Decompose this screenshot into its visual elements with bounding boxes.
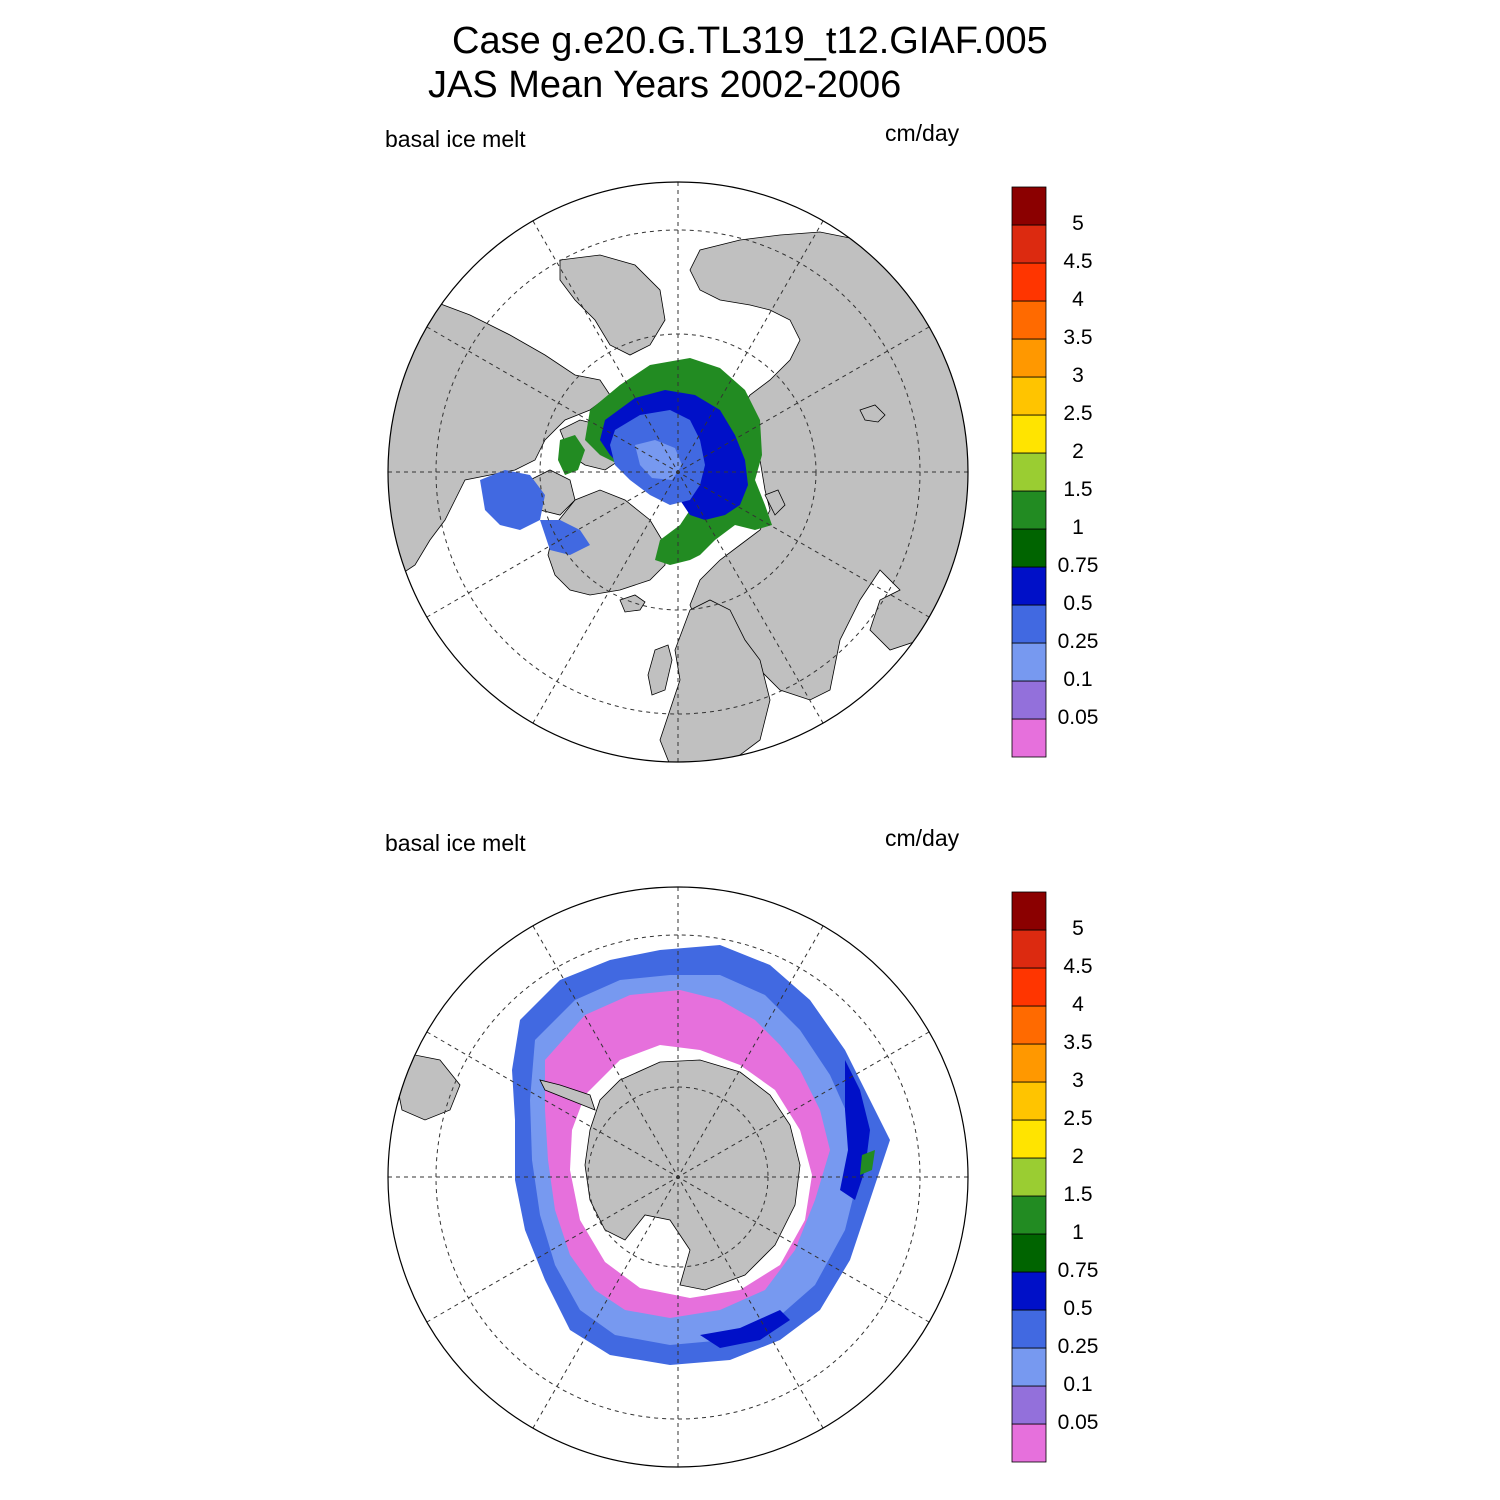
colorbar-south-tick-label: 4 [1072,993,1084,1016]
colorbar-south-swatch-2 [1011,1347,1047,1387]
colorbar-south-tick-label: 3.5 [1063,1031,1093,1054]
colorbar-north-tick-label: 1 [1072,516,1084,539]
colorbar-north-tick-label: 2.5 [1063,402,1093,425]
colorbar-south-tick-label: 2.5 [1063,1107,1093,1130]
colorbar-north-tick-label: 4 [1072,288,1084,311]
colorbar-north-swatch-11 [1011,300,1047,340]
colorbar-south-tick-label: 0.25 [1057,1335,1099,1358]
colorbar-south-tick-label: 0.1 [1063,1373,1093,1396]
colorbar-south-tick-label: 3 [1072,1069,1084,1092]
colorbar-north-swatch-3 [1011,604,1047,644]
colorbar-south-swatch-3 [1011,1309,1047,1349]
colorbar-north-swatch-2 [1011,642,1047,682]
colorbar-north-tick-label: 5 [1072,212,1084,235]
colorbar-north-swatch-0 [1011,718,1047,758]
south-polar-map [387,886,969,1468]
colorbar-north-swatch-4 [1011,566,1047,606]
colorbar-south-swatch-14 [1011,891,1047,931]
colorbar-south-tick-label: 0.5 [1063,1297,1093,1320]
colorbar-south-swatch-6 [1011,1195,1047,1235]
colorbar-south-swatch-11 [1011,1005,1047,1045]
colorbar-south-swatch-10 [1011,1043,1047,1083]
colorbar-south-tick-label: 4.5 [1063,955,1093,978]
colorbar-north-swatch-14 [1011,186,1047,226]
colorbar-north-tick-label: 0.25 [1057,630,1099,653]
colorbar-south-swatch-4 [1011,1271,1047,1311]
colorbar-north-swatch-6 [1011,490,1047,530]
north-land [388,231,968,762]
panel-north-left-label: basal ice melt [385,126,526,152]
colorbar-south-tick-label: 0.75 [1057,1259,1099,1282]
colorbar-south-tick-label: 1.5 [1063,1183,1093,1206]
colorbar-south-swatch-13 [1011,929,1047,969]
colorbar-north-tick-label: 0.5 [1063,592,1093,615]
colorbar-north-tick-label: 0.75 [1057,554,1099,577]
antarctic-peninsula-land [539,1079,596,1111]
panel-south-right-label: cm/day [885,825,960,851]
colorbar-north [1011,186,1047,758]
north-graticule [388,182,968,762]
north-map-border [387,181,969,763]
colorbar-north-swatch-9 [1011,376,1047,416]
colorbar-north-swatch-12 [1011,262,1047,302]
colorbar-north-tick-label: 0.05 [1057,706,1099,729]
colorbar-south-swatch-1 [1011,1385,1047,1425]
panel-north-right-label: cm/day [885,120,960,146]
colorbar-north-tick-label: 0.1 [1063,668,1093,691]
antarctica-land [584,1059,801,1291]
title-line-1: Case g.e20.G.TL319_t12.GIAF.005 [452,20,1048,62]
south-america-land [394,1054,461,1121]
colorbar-north-swatch-8 [1011,414,1047,454]
colorbar-south-swatch-0 [1011,1423,1047,1463]
panel-south-left-label: basal ice melt [385,830,526,856]
colorbar-south-tick-label: 1 [1072,1221,1084,1244]
colorbar-south-swatch-5 [1011,1233,1047,1273]
colorbar-south-swatch-7 [1011,1157,1047,1197]
south-map-border [387,886,969,1468]
colorbar-north-tick-label: 3.5 [1063,326,1093,349]
colorbar-north-tick-label: 3 [1072,364,1084,387]
colorbar-north-swatch-13 [1011,224,1047,264]
colorbar-north-swatch-5 [1011,528,1047,568]
title-line-2: JAS Mean Years 2002-2006 [428,64,902,106]
colorbar-south-swatch-12 [1011,967,1047,1007]
colorbar-south [1011,891,1047,1463]
colorbar-south-swatch-9 [1011,1081,1047,1121]
north-ice-melt-field [480,358,772,565]
colorbar-north-swatch-10 [1011,338,1047,378]
colorbar-south-tick-label: 5 [1072,917,1084,940]
colorbar-south-tick-label: 2 [1072,1145,1084,1168]
colorbar-north-swatch-7 [1011,452,1047,492]
colorbar-north-tick-label: 2 [1072,440,1084,463]
colorbar-north-tick-label: 4.5 [1063,250,1093,273]
south-graticule [388,887,968,1467]
north-polar-map [387,181,969,763]
colorbar-south-swatch-8 [1011,1119,1047,1159]
colorbar-south-tick-label: 0.05 [1057,1411,1099,1434]
colorbar-north-tick-label: 1.5 [1063,478,1093,501]
colorbar-north-swatch-1 [1011,680,1047,720]
